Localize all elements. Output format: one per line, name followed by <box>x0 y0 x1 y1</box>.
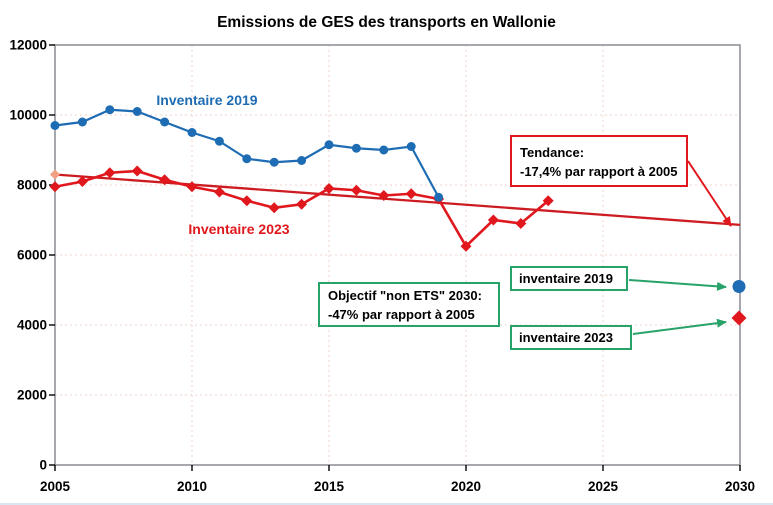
point-inventaire-2023 <box>296 198 308 210</box>
point-inventaire-2019 <box>50 121 60 130</box>
point-inventaire-2019 <box>187 128 197 137</box>
annotation-objectif-line1: Objectif "non ETS" 2030: <box>328 288 482 303</box>
point-inventaire-2019 <box>242 154 252 164</box>
annotation-tendance-line1: Tendance: <box>520 145 585 160</box>
y-tick-label: 4000 <box>17 318 47 333</box>
chart-title: Emissions de GES des transports en Wallo… <box>217 14 556 31</box>
tendance-arrow <box>687 160 732 227</box>
point-inventaire-2019 <box>379 145 389 155</box>
series-label-inventaire-2023: Inventaire 2023 <box>188 221 290 237</box>
y-tick-label: 0 <box>39 458 47 473</box>
point-inventaire-2023 <box>350 184 362 196</box>
point-inventaire-2023 <box>323 183 335 194</box>
point-inventaire-2023 <box>131 165 143 177</box>
x-tick-label: 2030 <box>725 479 755 494</box>
point-inventaire-2023 <box>104 167 116 179</box>
point-inventaire-2019 <box>77 117 87 127</box>
annotation-objectif: Objectif "non ETS" 2030: -47% par rappor… <box>318 282 500 327</box>
y-tick-label: 8000 <box>17 178 47 193</box>
point-inventaire-2019 <box>434 192 444 202</box>
point-inventaire-2023 <box>487 214 499 226</box>
annotation-inventaire-2023: inventaire 2023 <box>510 325 632 350</box>
point-inventaire-2023 <box>49 181 61 193</box>
x-tick-label: 2025 <box>588 479 619 494</box>
point-inventaire-2023 <box>268 202 280 214</box>
annotation-objectif-line2: -47% par rapport à 2005 <box>328 306 475 322</box>
point-inventaire-2023 <box>186 181 198 193</box>
point-inventaire-2019 <box>269 157 279 167</box>
x-tick-label: 2010 <box>177 479 207 494</box>
point-inventaire-2023 <box>542 195 554 207</box>
y-tick-label: 12000 <box>9 38 47 53</box>
annotation-inventaire-2019: inventaire 2019 <box>510 266 628 291</box>
point-inventaire-2023 <box>460 240 472 252</box>
annotation-tendance: Tendance: -17,4% par rapport à 2005 <box>510 135 688 187</box>
point-inventaire-2023 <box>76 176 88 187</box>
x-tick-label: 2020 <box>451 479 481 494</box>
objective-2030-inventaire-2023 <box>731 310 747 326</box>
point-inventaire-2023 <box>405 188 417 200</box>
x-tick-label: 2015 <box>314 479 345 494</box>
trend-line <box>54 173 741 227</box>
point-inventaire-2023 <box>241 195 253 207</box>
point-inventaire-2019 <box>351 143 361 153</box>
point-inventaire-2023 <box>378 190 390 201</box>
point-inventaire-2019 <box>214 136 224 146</box>
point-inventaire-2019 <box>105 105 115 115</box>
objective-2030-inventaire-2019 <box>732 280 746 293</box>
y-tick-label: 6000 <box>17 248 47 263</box>
inventaire-2023-arrow <box>632 318 727 335</box>
point-inventaire-2023 <box>515 218 527 229</box>
y-tick-label: 10000 <box>9 108 47 123</box>
y-tick-label: 2000 <box>17 388 47 403</box>
plot-frame <box>54 44 741 466</box>
point-inventaire-2019 <box>160 117 170 127</box>
inventaire-2019-arrow <box>628 279 727 291</box>
x-tick-label: 2005 <box>40 479 71 494</box>
trend-start-marker <box>50 169 60 180</box>
point-inventaire-2023 <box>213 186 225 198</box>
point-inventaire-2019 <box>324 140 334 150</box>
annotation-tendance-line2: -17,4% par rapport à 2005 <box>520 164 678 179</box>
point-inventaire-2019 <box>297 156 307 165</box>
point-inventaire-2023 <box>159 174 171 186</box>
point-inventaire-2019 <box>132 107 142 116</box>
series-label-inventaire-2019: Inventaire 2019 <box>156 92 258 108</box>
point-inventaire-2019 <box>406 142 416 151</box>
